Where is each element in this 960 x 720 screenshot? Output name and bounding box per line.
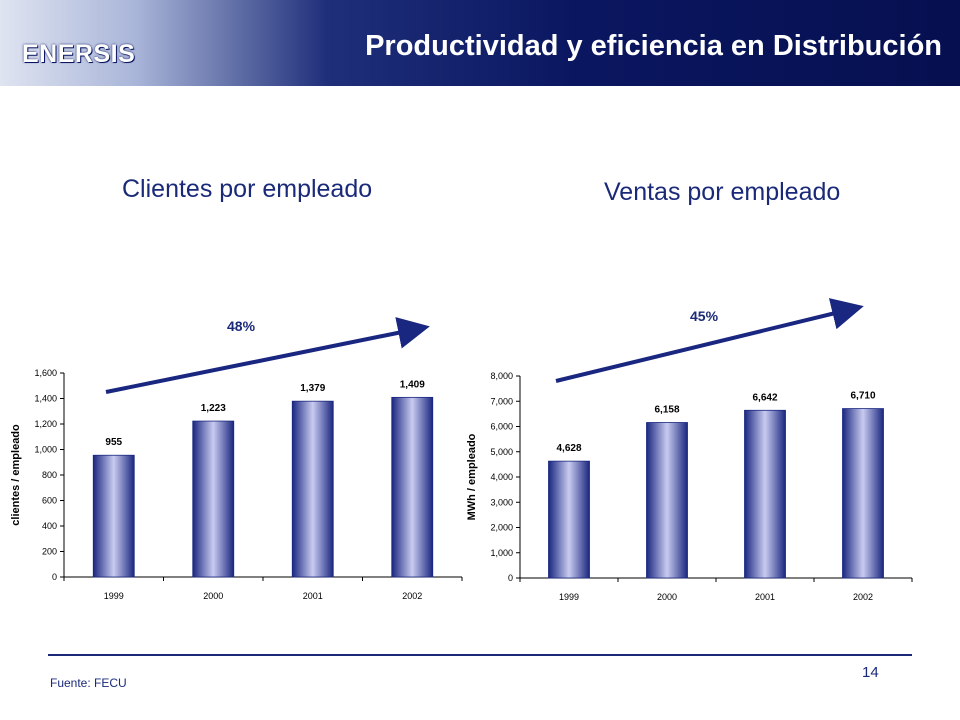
- source-note: Fuente: FECU: [50, 676, 127, 690]
- chart-2-x-tick-label: 2001: [755, 592, 775, 602]
- chart-1-bar: [391, 396, 434, 578]
- chart-1-x-tick-label: 2001: [303, 591, 323, 601]
- chart-2-data-label: 6,158: [654, 405, 679, 416]
- chart-2-data-label: 6,710: [850, 391, 875, 402]
- chart-2-x-tick-label: 2000: [657, 592, 677, 602]
- chart-2-y-tick-label: 0: [508, 573, 513, 583]
- chart-2-y-tick-label: 2,000: [490, 523, 513, 533]
- chart-2-data-label: 4,628: [556, 443, 581, 454]
- chart-2-y-tick-label: 5,000: [490, 447, 513, 457]
- chart-1-bar: [192, 420, 235, 578]
- chart-1-x-tick-label: 2000: [203, 591, 223, 601]
- chart-2-y-tick-label: 7,000: [490, 396, 513, 406]
- chart-2-bar: [646, 422, 688, 579]
- chart-1-data-label: 1,379: [300, 383, 325, 394]
- chart-1-y-tick-label: 400: [42, 521, 57, 531]
- chart-2-x-tick-label: 2002: [853, 592, 873, 602]
- chart-1-title: Clientes por empleado: [122, 175, 373, 203]
- chart-2-y-tick-label: 6,000: [490, 422, 513, 432]
- chart-1-bar: [92, 454, 135, 578]
- chart-2-y-tick-label: 4,000: [490, 472, 513, 482]
- chart-1-data-label: 1,223: [201, 403, 226, 414]
- chart-2-bar: [744, 409, 786, 579]
- chart-1-data-label: 955: [105, 437, 122, 448]
- chart-1-x-tick-label: 2002: [402, 591, 422, 601]
- footer-divider: [48, 654, 912, 656]
- chart-1-y-axis-title: clientes / empleado: [10, 424, 22, 526]
- chart-2-data-label: 6,642: [752, 392, 777, 403]
- chart-1-growth-label: 48%: [227, 318, 256, 334]
- chart-2-growth-arrow: [555, 298, 864, 383]
- chart-2-y-tick-label: 8,000: [490, 371, 513, 381]
- chart-1-growth-arrow: [105, 317, 430, 394]
- chart-2-bar: [842, 408, 884, 579]
- chart-1-y-tick-label: 800: [42, 470, 57, 480]
- chart-2-y-axis-title: MWh / empleado: [466, 433, 478, 520]
- chart-2-bar: [548, 460, 590, 579]
- slide-title: Productividad y eficiencia en Distribuci…: [365, 30, 942, 62]
- chart-1-y-tick-label: 0: [52, 572, 57, 582]
- chart-2-title: Ventas por empleado: [604, 178, 841, 206]
- chart-2-y-tick-label: 3,000: [490, 497, 513, 507]
- enersis-logo: ENERSIS: [22, 40, 136, 68]
- chart-1-y-tick-label: 1,200: [34, 419, 57, 429]
- chart-1-x-tick-label: 1999: [104, 591, 124, 601]
- chart-2-x-tick-label: 1999: [559, 592, 579, 602]
- chart-1-y-tick-label: 200: [42, 547, 57, 557]
- chart-1-y-tick-label: 600: [42, 496, 57, 506]
- chart-1-y-tick-label: 1,000: [34, 445, 57, 455]
- page-number: 14: [862, 664, 879, 681]
- header-banner: ENERSIS Productividad y eficiencia en Di…: [0, 0, 960, 86]
- chart-1-y-tick-label: 1,400: [34, 394, 57, 404]
- chart-2-growth-label: 45%: [690, 308, 719, 324]
- chart-1-bar: [291, 400, 334, 578]
- chart-1-data-label: 1,409: [400, 379, 425, 390]
- chart-2-y-tick-label: 1,000: [490, 548, 513, 558]
- chart-1-y-tick-label: 1,600: [34, 368, 57, 378]
